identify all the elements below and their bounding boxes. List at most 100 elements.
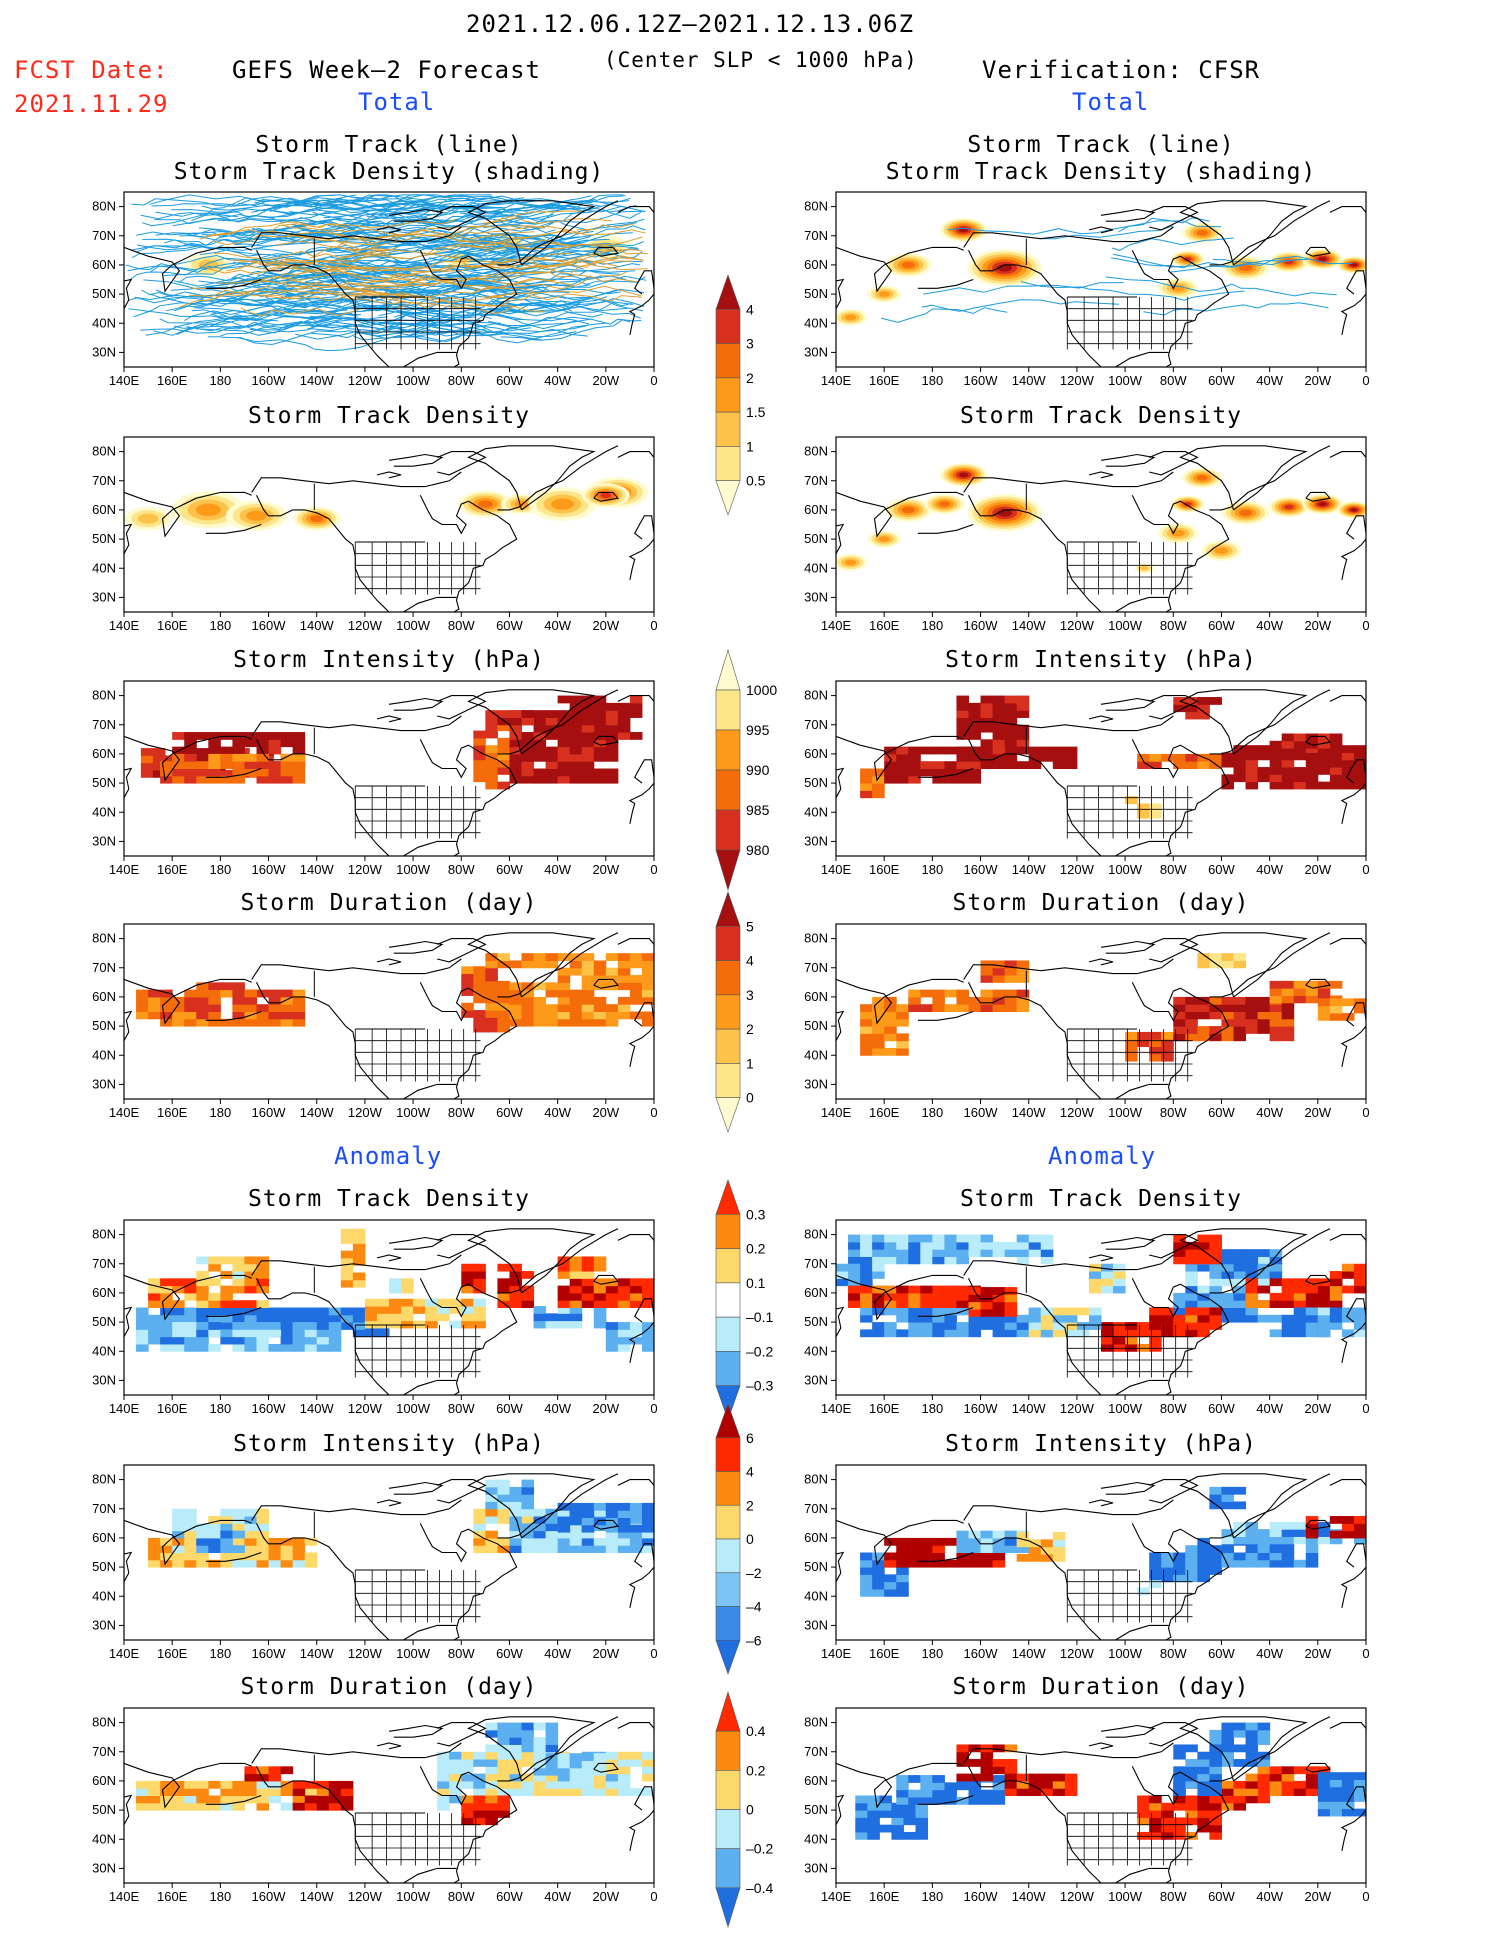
lon-label: 60W (496, 1105, 523, 1120)
lat-label: 40N (804, 1047, 828, 1062)
lat-label: 80N (92, 199, 116, 214)
lat-label: 40N (804, 1831, 828, 1846)
lon-label: 20W (592, 1646, 619, 1661)
lon-label: 60W (1208, 1646, 1235, 1661)
cb-density-swatch (715, 274, 741, 310)
lat-label: 40N (92, 1343, 116, 1358)
cb-intensity-swatch (715, 769, 741, 811)
cb-adensity-label: –0.1 (746, 1309, 773, 1325)
lon-label: 140E (109, 1889, 140, 1904)
lon-label: 20W (1304, 1646, 1331, 1661)
lat-label: 50N (92, 1802, 116, 1817)
lon-label: 80W (448, 618, 475, 633)
ob-density-map: 140E 160E 180 160W 140W 120W 100W 80W 60W 40W 20W 0… (804, 436, 1370, 633)
lon-label: 140E (109, 1401, 140, 1416)
fcst-date: 2021.11.29 (14, 90, 169, 118)
cb-adensity-label: 0.2 (746, 1241, 766, 1257)
lon-label: 120W (348, 1401, 383, 1416)
lon-label: 0 (1362, 1401, 1369, 1416)
cb-aintensity-swatch (715, 1504, 741, 1540)
lon-label: 80W (448, 862, 475, 877)
cb-aduration-label: –0.2 (746, 1841, 773, 1857)
lon-label: 20W (592, 1889, 619, 1904)
lon-label: 180 (210, 1105, 232, 1120)
cb-aintensity-swatch (715, 1572, 741, 1607)
lat-label: 70N (804, 1501, 828, 1516)
lon-label: 120W (348, 618, 383, 633)
cb-aintensity-swatch (715, 1606, 741, 1641)
cb-adensity-swatch (715, 1316, 741, 1352)
lon-label: 140E (821, 1889, 852, 1904)
cb-aintensity-swatch (715, 1437, 741, 1472)
lon-label: 0 (1362, 373, 1369, 388)
cb-aintensity-label: 4 (746, 1464, 754, 1480)
lat-label: 40N (92, 315, 116, 330)
lon-label: 140E (109, 862, 140, 877)
cb-density-label: 0.5 (746, 473, 766, 489)
lat-label: 30N (804, 344, 828, 359)
ob-track-title: Storm Track (line) (967, 132, 1235, 158)
lon-label: 0 (1362, 1646, 1369, 1661)
total-label-right: Total (1072, 88, 1150, 116)
lon-label: 100W (1108, 618, 1143, 633)
lon-label: 100W (1108, 862, 1143, 877)
anomaly-label-right: Anomaly (1048, 1142, 1157, 1170)
lon-label: 20W (1304, 1401, 1331, 1416)
cb-duration-label: 3 (746, 987, 754, 1003)
fc-anom-intensity-title: Storm Intensity (hPa) (233, 1431, 545, 1457)
slp-condition: (Center SLP < 1000 hPa) (604, 48, 918, 72)
lon-label: 160W (964, 862, 999, 877)
lon-label: 80W (448, 1401, 475, 1416)
lon-label: 160W (964, 1401, 999, 1416)
lat-label: 70N (92, 1256, 116, 1271)
cb-aduration: 0.4 0.2 0 –0.2 –0.4 (715, 1690, 773, 1929)
cb-aduration-swatch (715, 1887, 741, 1929)
cb-intensity-label: 990 (746, 762, 770, 778)
lon-label: 160W (964, 373, 999, 388)
lon-label: 40W (1256, 862, 1283, 877)
cb-intensity: 1000 995 990 985 980 (715, 648, 777, 892)
lon-label: 140W (300, 1889, 335, 1904)
fc-duration-map: 140E 160E 180 160W 140W 120W 100W 80W 60W 40W 20W 0… (92, 923, 658, 1120)
lon-label: 140W (1012, 373, 1047, 388)
lon-label: 40W (544, 1646, 571, 1661)
lon-label: 60W (1208, 862, 1235, 877)
fc-anom-density-title: Storm Track Density (247, 1186, 531, 1212)
lat-label: 80N (804, 444, 828, 459)
forecast-title: GEFS Week–2 Forecast (232, 56, 541, 84)
cb-aduration-swatch (715, 1809, 741, 1849)
lon-label: 80W (1160, 1401, 1187, 1416)
lon-label: 20W (592, 1105, 619, 1120)
lon-label: 140W (300, 1646, 335, 1661)
lat-label: 80N (804, 1227, 828, 1242)
lon-label: 160W (964, 1889, 999, 1904)
lon-label: 60W (496, 1646, 523, 1661)
fc-track-map: 140E 160E 180 160W 140W 120W 100W 80W 60W 40W 20W 0… (92, 191, 658, 388)
cb-duration-swatch (715, 1097, 741, 1133)
lon-label: 120W (1060, 1646, 1095, 1661)
lat-label: 30N (92, 1860, 116, 1875)
cb-aintensity-label: 0 (746, 1531, 754, 1547)
lon-label: 140E (821, 373, 852, 388)
cb-duration-swatch (715, 1028, 741, 1064)
cb-duration-label: 2 (746, 1021, 754, 1037)
lat-label: 70N (92, 1501, 116, 1516)
lon-label: 180 (922, 618, 944, 633)
lon-label: 100W (396, 373, 431, 388)
lon-label: 180 (210, 1646, 232, 1661)
lon-label: 0 (650, 373, 657, 388)
cb-aintensity: 6 4 2 0 –2 –4 –6 (715, 1403, 762, 1675)
lat-label: 30N (92, 1617, 116, 1632)
lon-label: 160W (252, 618, 287, 633)
lon-label: 40W (1256, 1646, 1283, 1661)
lon-label: 100W (1108, 373, 1143, 388)
ob-duration-title: Storm Duration (day) (952, 890, 1250, 916)
lon-label: 40W (1256, 1105, 1283, 1120)
lat-label: 50N (92, 286, 116, 301)
lon-label: 0 (650, 862, 657, 877)
lon-label: 140W (300, 1401, 335, 1416)
lat-label: 80N (804, 199, 828, 214)
lat-label: 50N (92, 1314, 116, 1329)
lon-label: 120W (348, 1105, 383, 1120)
lon-label: 160E (869, 1401, 900, 1416)
